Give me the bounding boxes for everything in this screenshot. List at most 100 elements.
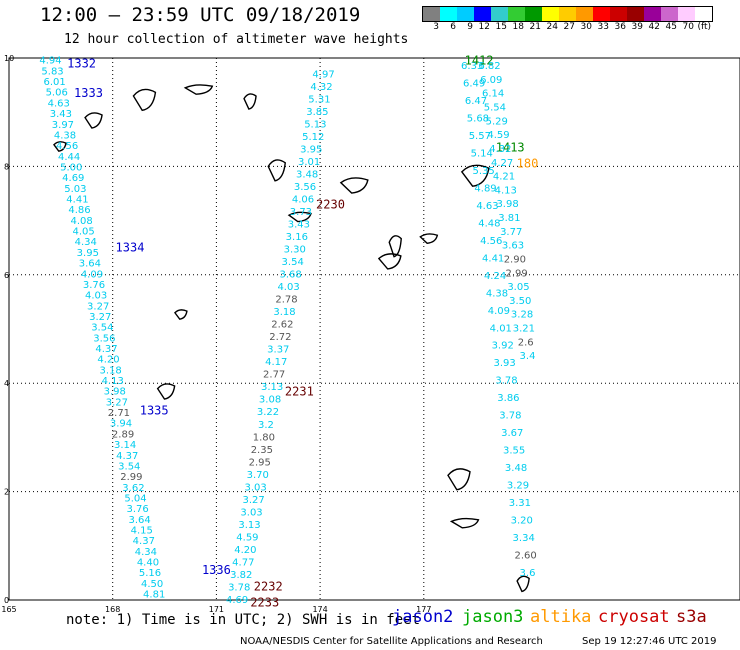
wave-height-label: 2.72: [269, 332, 291, 343]
wave-height-label: 2.89: [112, 429, 134, 440]
color-tick-label: 33: [597, 22, 609, 32]
wave-height-label: 3.76: [126, 504, 148, 515]
wave-height-label: 3.70: [247, 470, 269, 481]
wave-height-label: 3.27: [87, 301, 109, 312]
color-tick-label: 3: [433, 22, 439, 32]
wave-height-label: 3.13: [238, 520, 260, 531]
wave-height-label: 4.50: [141, 579, 163, 590]
wave-height-label: 1.80: [253, 432, 275, 443]
wave-height-label: 3.55: [503, 446, 525, 457]
color-swatch: [457, 7, 474, 21]
wave-height-label: 4.37: [95, 344, 117, 355]
wave-height-label: 3.43: [50, 109, 72, 120]
color-tick-label: 6: [450, 22, 456, 32]
wave-height-label: 3.64: [129, 515, 151, 526]
map-title: 12:00 — 23:59 UTC 09/18/2019: [40, 4, 361, 26]
wave-height-label: 3.14: [114, 440, 136, 451]
color-swatch: [576, 7, 593, 21]
island-outline: [516, 575, 530, 593]
island-outline: [53, 141, 67, 152]
color-tick-label: 21: [529, 22, 541, 32]
island-outline: [388, 235, 402, 258]
wave-height-label: 4.08: [70, 216, 92, 227]
wave-height-label: 6.82: [478, 61, 500, 72]
wave-height-label: 4.01: [490, 323, 512, 334]
wave-height-label: 3.95: [300, 144, 322, 155]
wave-height-label: 3.98: [496, 199, 518, 210]
color-tick-label: 15: [495, 22, 507, 32]
y-tick-label: 10: [4, 54, 14, 63]
wave-height-label: 3.18: [99, 365, 121, 376]
color-tick-label: 27: [563, 22, 575, 32]
island-outline: [267, 159, 286, 182]
wave-height-label: 4.81: [143, 590, 165, 601]
color-swatch: [559, 7, 576, 21]
wave-height-label: 4.32: [489, 144, 511, 155]
island-outline: [156, 383, 176, 400]
wave-height-label: 6.49: [463, 79, 485, 90]
wave-height-label: 3.97: [52, 120, 74, 131]
wave-height-label: 4.05: [73, 227, 95, 238]
wave-height-label: 3.27: [89, 312, 111, 323]
y-tick-label: 4: [4, 379, 9, 388]
color-tick-label: 39: [631, 22, 643, 32]
island-outline: [132, 88, 157, 112]
wave-height-label: 3.30: [284, 245, 306, 256]
wave-height-label: 3.48: [296, 169, 318, 180]
island-outline: [287, 211, 312, 223]
wave-height-label: 4.17: [265, 357, 287, 368]
wave-height-label: 3.2: [258, 420, 274, 431]
color-swatch: [525, 7, 542, 21]
map-subtitle: 12 hour collection of altimeter wave hei…: [64, 32, 409, 47]
wave-height-label: 5.54: [484, 103, 506, 114]
legend-cryosat: cryosat: [598, 607, 670, 627]
x-tick-label: 165: [1, 605, 16, 614]
wave-height-label: 4.21: [493, 172, 515, 183]
wave-height-label: 4.97: [312, 69, 334, 80]
color-swatch: [678, 7, 695, 21]
wave-height-label: 3.08: [259, 395, 281, 406]
wave-height-label: 3.78: [499, 411, 521, 422]
wave-height-label: 3.82: [230, 570, 252, 581]
island-outline: [339, 177, 369, 194]
wave-height-label: 4.13: [495, 185, 517, 196]
wave-height-label: 3.05: [507, 282, 529, 293]
wave-height-label: 5.03: [64, 184, 86, 195]
wave-height-label: 3.62: [122, 483, 144, 494]
pass-number-label: 2230: [316, 197, 345, 211]
wave-height-label: 5.68: [467, 114, 489, 125]
wave-height-label: 4.41: [482, 253, 504, 264]
wave-height-label: 3.98: [104, 387, 126, 398]
pass-number-label: 1332: [67, 56, 96, 70]
credit-text: NOAA/NESDIS Center for Satellite Applica…: [240, 636, 543, 647]
wave-height-label: 3.16: [286, 232, 308, 243]
color-scale-bar: [422, 6, 713, 22]
wave-height-label: 5.14: [471, 149, 493, 160]
wave-height-label: 3.94: [110, 419, 132, 430]
wave-height-label: 3.95: [77, 248, 99, 259]
wave-height-label: 4.03: [277, 282, 299, 293]
pass-number-label: 1413: [496, 140, 525, 154]
wave-height-label: 2.95: [249, 457, 271, 468]
y-tick-label: 2: [4, 488, 9, 497]
wave-height-label: 3.27: [242, 495, 264, 506]
wave-height-label: 3.67: [501, 428, 523, 439]
wave-height-label: 3.31: [509, 498, 531, 509]
wave-height-label: 4.86: [68, 205, 90, 216]
wave-height-label: 3.54: [118, 461, 140, 472]
wave-height-label: 4.15: [131, 526, 153, 537]
color-tick-label: 12: [478, 22, 490, 32]
island-outline: [460, 164, 490, 187]
wave-height-label: 3.01: [298, 157, 320, 168]
legend-altika: altika: [530, 607, 592, 627]
wave-height-label: 2.35: [251, 445, 273, 456]
wave-height-label: 3.03: [240, 507, 262, 518]
y-tick-label: 8: [4, 162, 9, 171]
wave-height-label: 4.13: [102, 376, 124, 387]
wave-height-label: 6.33: [461, 61, 483, 72]
wave-height-label: 5.31: [308, 94, 330, 105]
wave-height-label: 3.28: [511, 310, 533, 321]
wave-height-label: 3.63: [502, 241, 524, 252]
color-tick-label: 9: [467, 22, 473, 32]
y-tick-label: 0: [4, 596, 9, 605]
